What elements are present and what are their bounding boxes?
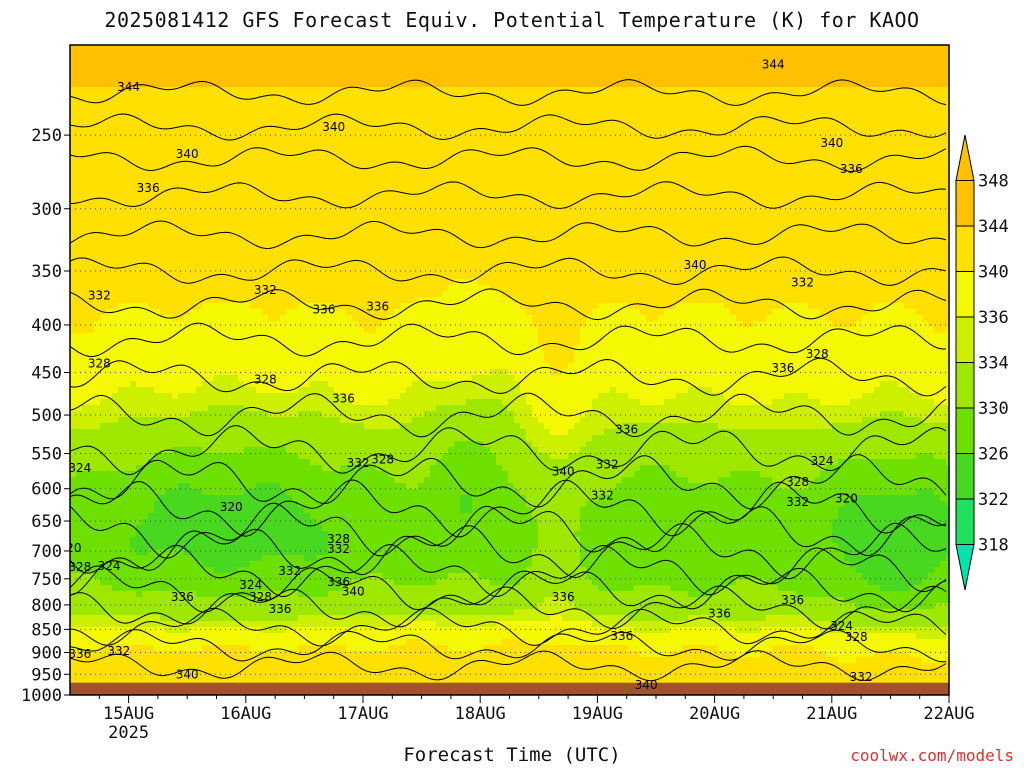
contour-label: 340 (176, 147, 199, 161)
contour-label: 344 (762, 58, 785, 72)
colorbar-label: 336 (978, 308, 1009, 328)
y-tick-label: 900 (31, 643, 62, 663)
y-tick-label: 450 (31, 364, 62, 384)
contour-label: 328 (786, 475, 809, 489)
y-tick-label: 600 (31, 480, 62, 500)
chart-svg: 344344340340340340336336332 332332336 3363… (0, 0, 1024, 768)
colorbar-segment (956, 499, 974, 545)
contour-label: 336 (552, 590, 575, 604)
contour-label: 340 (342, 585, 365, 599)
y-tick-label: 350 (31, 262, 62, 282)
x-tick-label: 22AUG (923, 704, 974, 724)
contour-label: 336 (171, 590, 194, 604)
contour-label: 340 (820, 136, 843, 150)
contour-label: 328 (371, 452, 394, 466)
contour-label: 332 (591, 488, 614, 502)
y-tick-label: 400 (31, 316, 62, 336)
y-axis: 250 300 350 400 450 500 550 600 650 700 750 800 850 9… (21, 126, 70, 706)
contour-label: 324 (98, 559, 121, 573)
contour-label: 336 (366, 299, 389, 313)
contour-label: 332 (88, 289, 111, 303)
x-tick-label: 19AUG (572, 704, 623, 724)
colorbar-segment (956, 226, 974, 272)
colorbar: 318 322 326 330 334 336 340 344 348 (956, 135, 1009, 590)
contour-label: 332 (786, 495, 809, 509)
y-tick-label: 550 (31, 445, 62, 465)
colorbar-label: 322 (978, 490, 1009, 510)
colorbar-segment (956, 408, 974, 454)
x-tick-label: 18AUG (455, 704, 506, 724)
colorbar-segment (956, 181, 974, 227)
contour-label: 332 (347, 456, 370, 470)
y-tick-label: 850 (31, 620, 62, 640)
contour-label: 332 (850, 670, 873, 684)
contour-label: 344 (117, 80, 140, 94)
contour-label: 336 (68, 647, 91, 661)
colorbar-top-arrow (956, 135, 974, 181)
contour-label: 340 (635, 678, 658, 692)
contour-label: 336 (615, 422, 638, 436)
contour-label: 332 (107, 644, 130, 658)
contour-label: 332 (278, 564, 301, 578)
y-tick-label: 1000 (21, 686, 62, 706)
contour-label: 320 (835, 492, 858, 506)
contour-label: 328 (806, 347, 829, 361)
colorbar-segment (956, 454, 974, 500)
x-tick-label: 21AUG (806, 704, 857, 724)
y-tick-label: 950 (31, 665, 62, 685)
contour-label: 340 (322, 120, 345, 134)
contour-label: 328 (68, 560, 91, 574)
y-tick-label: 750 (31, 570, 62, 590)
ground-fill (70, 683, 949, 695)
colorbar-label: 326 (978, 445, 1009, 465)
contour-label: 332 (596, 457, 619, 471)
x-tick-label: 17AUG (337, 704, 388, 724)
contour-label: 328 (254, 373, 277, 387)
colorbar-label: 318 (978, 536, 1009, 556)
x-year-label: 2025 (108, 723, 149, 743)
x-tick-label: 15AUG (103, 704, 154, 724)
y-tick-label: 800 (31, 596, 62, 616)
contour-label: 340 (684, 258, 707, 272)
colorbar-segment (956, 272, 974, 318)
contour-label: 328 (845, 630, 868, 644)
ground-surface (70, 683, 949, 695)
contour-label: 336 (610, 629, 633, 643)
contour-label: 336 (781, 593, 804, 607)
contour-label: 336 (312, 303, 335, 317)
contour-label: 336 (772, 361, 795, 375)
source-credit[interactable]: coolwx.com/models (850, 746, 1014, 765)
colorbar-label: 340 (978, 263, 1009, 283)
colorbar-segment (956, 363, 974, 409)
colorbar-label: 348 (978, 172, 1009, 192)
contour-label: 336 (137, 181, 160, 195)
x-tick-label: 16AUG (220, 704, 271, 724)
contour-label: 336 (840, 162, 863, 176)
colorbar-bottom-arrow (956, 545, 974, 591)
contour-label: 332 (791, 275, 814, 289)
contour-label: 324 (811, 454, 834, 468)
contour-label: 320 (220, 500, 243, 514)
colorbar-label: 330 (978, 399, 1009, 419)
colorbar-segment (956, 317, 974, 363)
colorbar-label: 344 (978, 217, 1009, 237)
contour-label: 328 (88, 356, 111, 370)
contour-label: 332 (327, 542, 350, 556)
y-tick-label: 500 (31, 406, 62, 426)
contour-label: 340 (552, 465, 575, 479)
y-tick-label: 300 (31, 200, 62, 220)
contour-label: 340 (176, 667, 199, 681)
contour-label: 332 (254, 283, 277, 297)
contour-label: 336 (269, 602, 292, 616)
contour-label: 336 (708, 606, 731, 620)
y-tick-label: 250 (31, 126, 62, 146)
contour-label: 324 (68, 461, 91, 475)
contour-label: 336 (332, 392, 355, 406)
y-tick-label: 700 (31, 542, 62, 562)
colorbar-label: 334 (978, 354, 1009, 374)
y-tick-label: 650 (31, 512, 62, 532)
x-tick-label: 20AUG (689, 704, 740, 724)
